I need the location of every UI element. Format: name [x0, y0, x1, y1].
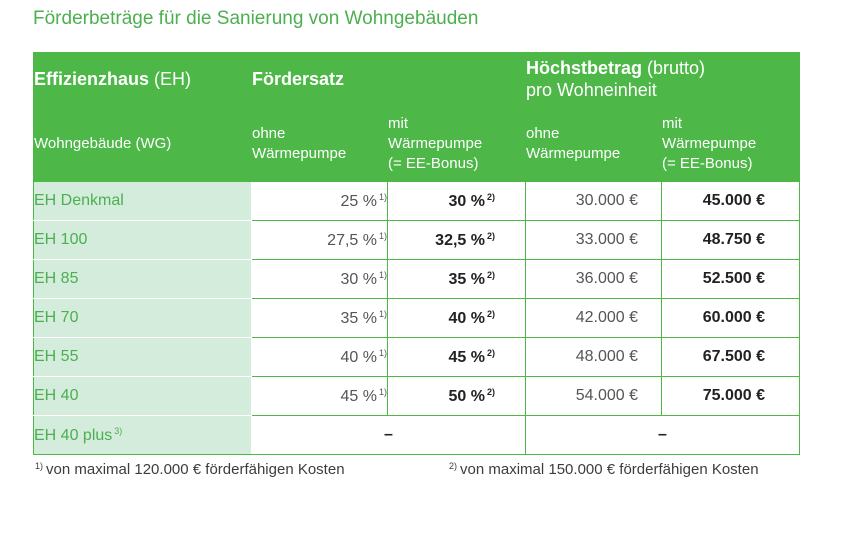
header-per-unit-label: pro Wohneinheit — [526, 80, 657, 100]
rate-cell-empty: – — [251, 415, 526, 455]
max-cell: 54.000 € — [525, 376, 662, 416]
table-row: EH 40 plus 3) – – — [33, 415, 801, 455]
max-cell: 36.000 € — [525, 259, 662, 299]
header-funding-rate-label: Fördersatz — [252, 69, 345, 89]
rate-cell: 35 % 1) — [251, 298, 388, 338]
table-row: EH 40 45 % 1) 50 % 2) 54.000 € 75.000 € — [33, 376, 801, 416]
table-row: EH 100 27,5 % 1) 32,5 % 2) 33.000 € 48.750… — [33, 220, 801, 260]
row-label: EH Denkmal — [33, 181, 252, 221]
header-efficiency-label: Effizienzhaus — [34, 69, 150, 89]
row-label: EH 100 — [33, 220, 252, 260]
subheader-rate-with-heatpump: mit Wärmepumpe (= EE-Bonus) — [387, 105, 526, 182]
rate-cell: 30 % 1) — [251, 259, 388, 299]
row-label: EH 85 — [33, 259, 252, 299]
footnote-2: 2) von maximal 150.000 € förderfähigen Ko… — [449, 461, 759, 478]
subheader-rate-without-heatpump: ohne Wärmepumpe — [251, 105, 388, 182]
rate-ee-cell: 35 % 2) — [387, 259, 526, 299]
row-label: EH 40 plus 3) — [33, 415, 252, 455]
row-label: EH 70 — [33, 298, 252, 338]
subheader-residential: Wohngebäude (WG) — [33, 105, 252, 182]
table-row: EH 70 35 % 1) 40 % 2) 42.000 € 60.000 € — [33, 298, 801, 338]
rate-cell: 25 % 1) — [251, 181, 388, 221]
header-max-amount: Höchstbetrag (brutto) pro Wohneinheit — [524, 52, 801, 106]
max-cell-empty: – — [524, 415, 801, 455]
max-cell: 33.000 € — [525, 220, 662, 260]
rate-ee-cell: 32,5 % 2) — [387, 220, 526, 260]
row-label: EH 40 — [33, 376, 252, 416]
max-ee-cell: 60.000 € — [660, 298, 801, 338]
max-cell: 30.000 € — [525, 181, 662, 221]
max-ee-cell: 67.500 € — [660, 337, 801, 377]
header-row-sub: Wohngebäude (WG) ohne Wärmepumpe mit Wärme… — [33, 105, 801, 182]
max-ee-cell: 52.500 € — [660, 259, 801, 299]
max-ee-cell: 75.000 € — [660, 376, 801, 416]
max-cell: 42.000 € — [525, 298, 662, 338]
row-label: EH 55 — [33, 337, 252, 377]
page-title: Förderbeträge für die Sanierung von Wohn… — [33, 8, 479, 29]
rate-cell: 27,5 % 1) — [251, 220, 388, 260]
header-efficiency-house: Effizienzhaus (EH) — [33, 52, 252, 106]
rate-cell: 45 % 1) — [251, 376, 388, 416]
table-row: EH 85 30 % 1) 35 % 2) 36.000 € 52.500 € — [33, 259, 801, 299]
rate-ee-cell: 40 % 2) — [387, 298, 526, 338]
max-ee-cell: 48.750 € — [660, 220, 801, 260]
subheader-max-with-heatpump: mit Wärmepumpe (= EE-Bonus) — [660, 105, 801, 182]
rate-ee-cell: 50 % 2) — [387, 376, 526, 416]
rate-cell: 40 % 1) — [251, 337, 388, 377]
max-cell: 48.000 € — [525, 337, 662, 377]
header-funding-rate: Fördersatz — [251, 52, 526, 106]
subheader-max-without-heatpump: ohne Wärmepumpe — [525, 105, 662, 182]
header-eh-abbrev: (EH) — [149, 69, 192, 89]
funding-table: Effizienzhaus (EH) Fördersatz Höchstbetr… — [33, 52, 801, 455]
max-ee-cell: 45.000 € — [660, 181, 801, 221]
rate-ee-cell: 45 % 2) — [387, 337, 526, 377]
rate-ee-cell: 30 % 2) — [387, 181, 526, 221]
header-max-amount-label: Höchstbetrag — [526, 58, 643, 78]
header-gross-label: (brutto) — [642, 58, 706, 78]
table-row: EH Denkmal 25 % 1) 30 % 2) 30.000 € 45.000… — [33, 181, 801, 221]
header-row-main: Effizienzhaus (EH) Fördersatz Höchstbetr… — [33, 52, 801, 106]
footnote-1: 1) von maximal 120.000 € förderfähigen Ko… — [35, 461, 345, 478]
table-row: EH 55 40 % 1) 45 % 2) 48.000 € 67.500 € — [33, 337, 801, 377]
